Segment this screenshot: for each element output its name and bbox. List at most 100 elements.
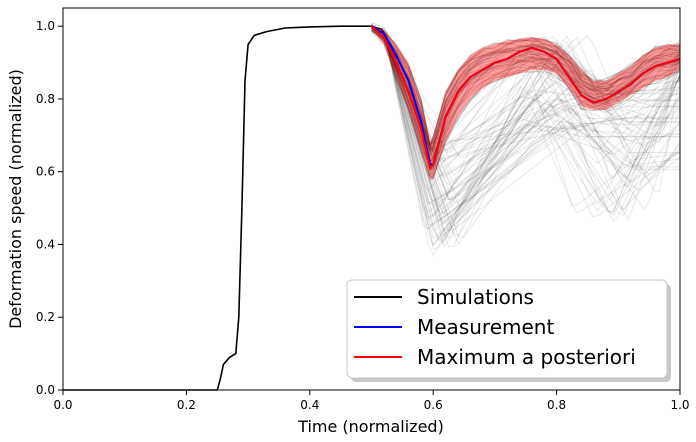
simulation-trace [371,22,681,150]
simulation-trace [371,25,681,248]
simulation-trace [371,25,681,232]
y-axis-label: Deformation speed (normalized) [6,69,25,329]
x-tick-label: 0.2 [177,398,196,412]
posterior-band-area [371,26,680,180]
simulation-trace [371,24,681,151]
simulation-trace [371,25,681,220]
simulation-trace [371,25,681,244]
simulation-trace [371,25,681,243]
y-tick-label: 0.8 [36,92,55,106]
simulation-trace [371,22,681,147]
simulation-trace [371,25,681,217]
legend-label-simulations: Simulations [417,285,534,309]
x-tick-label: 1.0 [670,398,689,412]
simulation-trace [371,25,681,196]
simulation-trace [371,25,680,176]
x-tick-label: 0.4 [300,398,319,412]
simulation-trace [371,25,681,206]
simulation-trace [371,25,681,152]
simulation-trace [371,25,681,188]
simulation-trace [371,25,681,226]
simulations-line [63,25,372,391]
simulation-trace [371,25,680,222]
simulation-trace [371,25,681,171]
simulation-trace [371,25,681,243]
simulation-trace [371,25,681,246]
series-lines [63,25,681,391]
simulation-trace [371,28,681,145]
y-axis-ticks: 0.0 0.2 0.4 0.6 0.8 1.0 [36,19,63,397]
simulation-trace [371,25,681,155]
simulation-trace [371,25,681,203]
legend-box [346,279,668,379]
simulation-trace [371,25,680,257]
simulation-trace [371,31,681,179]
legend-label-map: Maximum a posteriori [417,345,636,369]
simulation-trace [371,30,681,169]
y-tick-label: 0.4 [36,237,55,251]
simulation-trace [371,25,681,232]
simulation-trace [371,25,680,158]
simulation-trace [371,25,681,237]
simulation-trace [371,25,681,192]
simulation-trace [371,25,681,215]
legend: Simulations Measurement Maximum a poster… [346,279,671,382]
simulation-trace [371,25,680,155]
x-tick-label: 0.0 [53,398,72,412]
simulation-trace [371,27,681,149]
simulation-trace [371,24,681,146]
simulation-trace [371,25,680,162]
map-line [370,25,681,170]
x-axis-ticks: 0.0 0.2 0.4 0.6 0.8 1.0 [53,390,690,412]
simulation-trace [371,29,681,170]
simulation-trace [371,28,681,172]
x-tick-label: 0.8 [547,398,566,412]
simulation-trace [371,25,681,220]
simulation-trace [371,25,681,212]
posterior-band [371,26,680,180]
simulation-trace [371,25,681,191]
simulation-trace [371,25,681,247]
simulation-trace [371,25,680,226]
simulation-trace [371,25,680,218]
simulation-trace [371,25,681,247]
x-tick-label: 0.6 [424,398,443,412]
y-tick-label: 0.6 [36,165,55,179]
simulation-trace [371,25,681,226]
simulation-trace [371,25,680,240]
legend-label-measurement: Measurement [417,315,554,339]
simulation-trace [371,25,681,217]
y-tick-label: 1.0 [36,19,55,33]
simulation-trace [371,25,681,224]
simulation-trace [371,25,681,197]
simulation-trace [371,25,681,230]
simulation-trace [371,25,681,207]
x-axis-label: Time (normalized) [297,417,444,436]
simulation-trace [371,29,681,178]
simulation-trace [371,25,681,213]
simulation-trace [371,25,681,231]
plot-frame [62,7,681,391]
simulation-trace [371,26,681,149]
simulation-trace [371,29,681,155]
simulation-trace [371,27,681,158]
simulation-trace [371,25,680,250]
simulation-trace [371,30,681,171]
simulation-trace [371,25,681,151]
simulation-trace [371,25,681,232]
simulation-trace [371,25,681,175]
simulation-trace [371,25,681,162]
simulation-trace [371,28,681,150]
simulation-trace [371,27,681,182]
simulation-trace [371,26,681,159]
simulation-trace [371,25,681,248]
simulation-trace [371,25,681,221]
simulation-trace [371,25,681,237]
simulation-trace [371,25,681,240]
simulation-trace [371,25,681,167]
simulation-trace [371,25,680,186]
simulation-trace [371,29,681,180]
simulation-trace [371,25,681,219]
simulation-trace [371,27,681,151]
